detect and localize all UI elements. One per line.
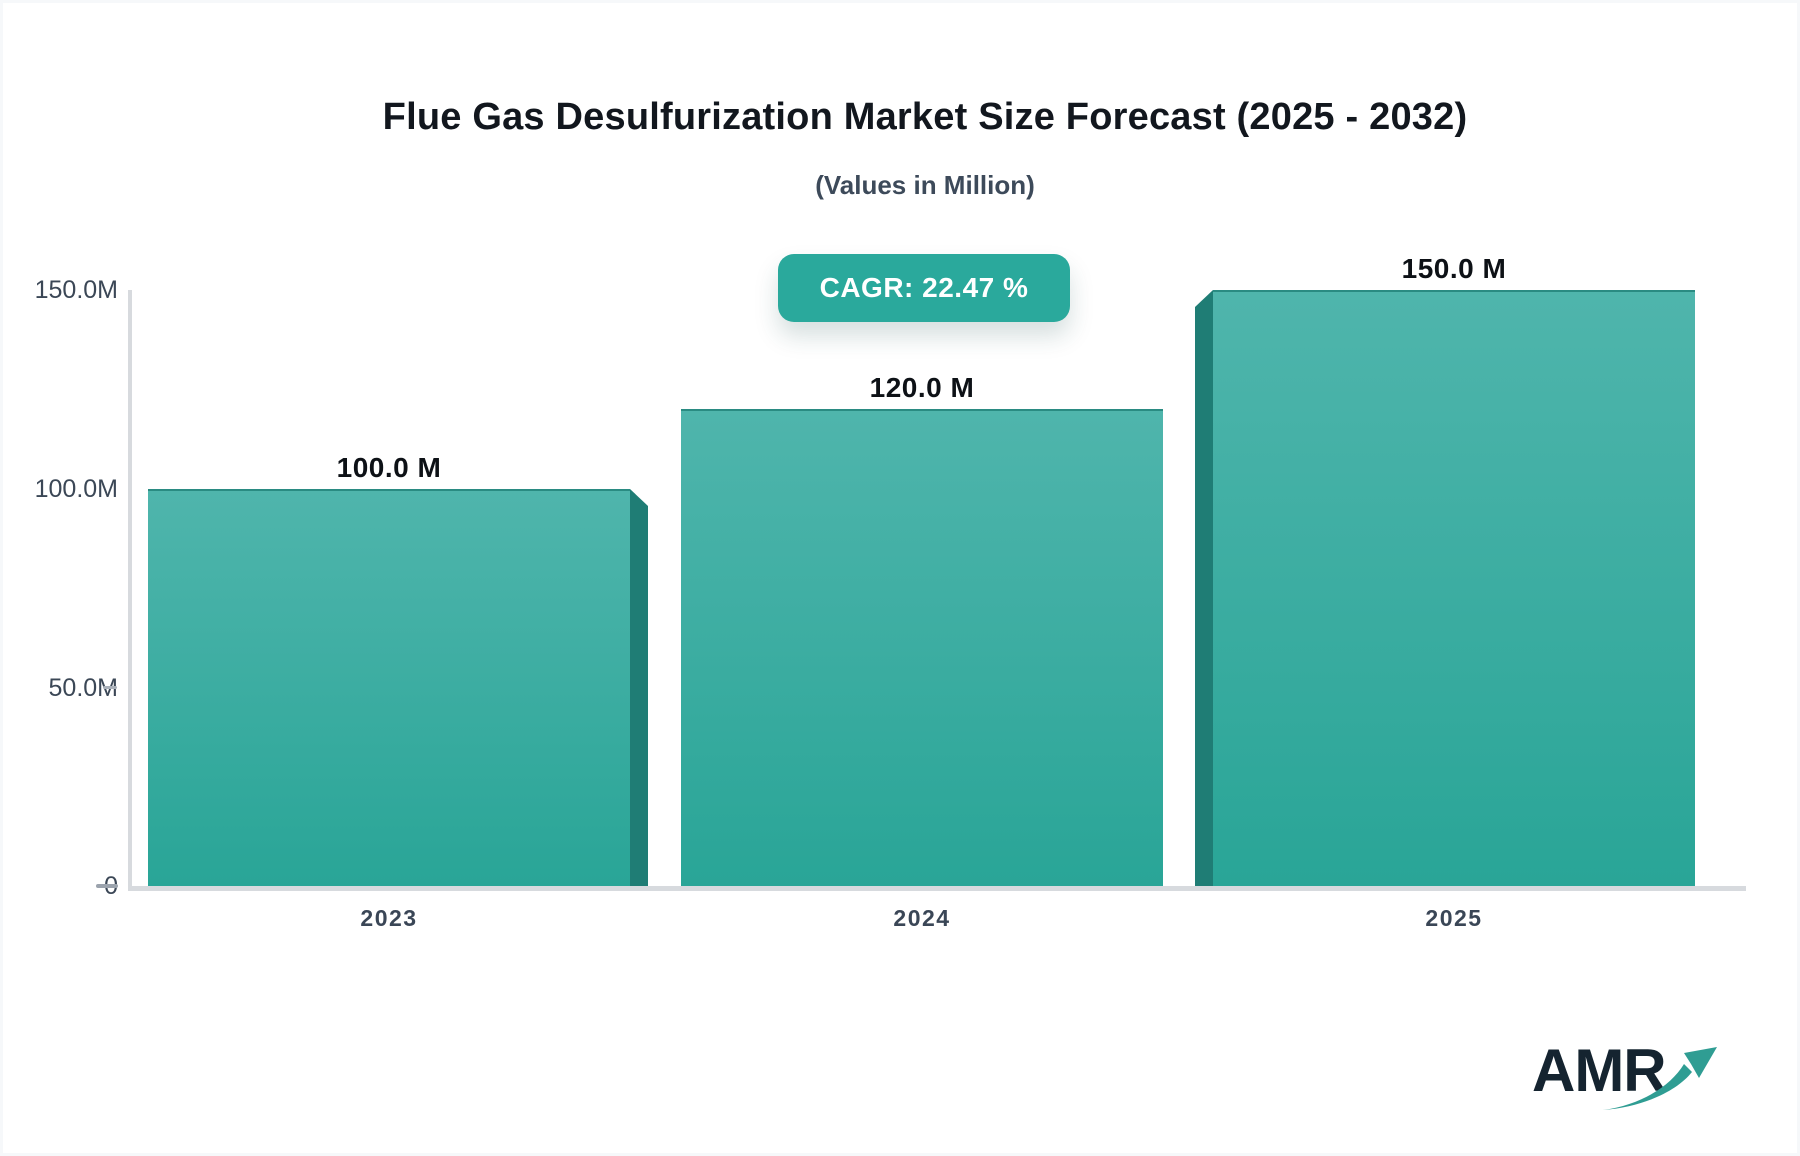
bar-column-2025 [1195, 290, 1695, 886]
y-axis-label-150m: 150.0M [34, 276, 118, 304]
bar-value-label-2025: 150.0 M [1401, 253, 1507, 284]
chart-subtitle: (Values in Million) [815, 170, 1035, 200]
x-axis-baseline [128, 886, 1746, 891]
x-axis-label-2025: 2025 [1425, 905, 1483, 931]
x-axis-label-2023: 2023 [360, 905, 418, 931]
chart-title: Flue Gas Desulfurization Market Size For… [382, 96, 1468, 138]
amr-logo-text: AMR [1532, 1037, 1667, 1104]
bar-2024: 120.0 M [681, 372, 1163, 886]
bar-3d-side-2023 [630, 489, 648, 886]
y-axis-line [128, 290, 132, 886]
amr-logo: AMR [1520, 1028, 1750, 1128]
cagr-badge: CAGR: 22.47 % [778, 254, 1070, 322]
bar-column-2024 [681, 409, 1163, 886]
y-tick-0 [96, 884, 118, 888]
bar-value-label-2024: 120.0 M [869, 372, 975, 403]
y-axis-label-50m: 50.0M [48, 674, 118, 702]
bar-2025: 150.0 M [1195, 253, 1695, 886]
cagr-badge-label: CAGR: 22.47 % [819, 272, 1029, 303]
growth-arrow-icon [1603, 1047, 1717, 1110]
y-axis-label-100m: 100.0M [34, 475, 118, 503]
bar-value-label-2023: 100.0 M [336, 452, 442, 483]
x-axis-label-2024: 2024 [893, 905, 951, 931]
bar-2023: 100.0 M [148, 452, 648, 886]
bar-column-2023 [148, 489, 648, 886]
bar-3d-side-2025 [1195, 290, 1213, 886]
y-tick-50m [103, 686, 117, 689]
